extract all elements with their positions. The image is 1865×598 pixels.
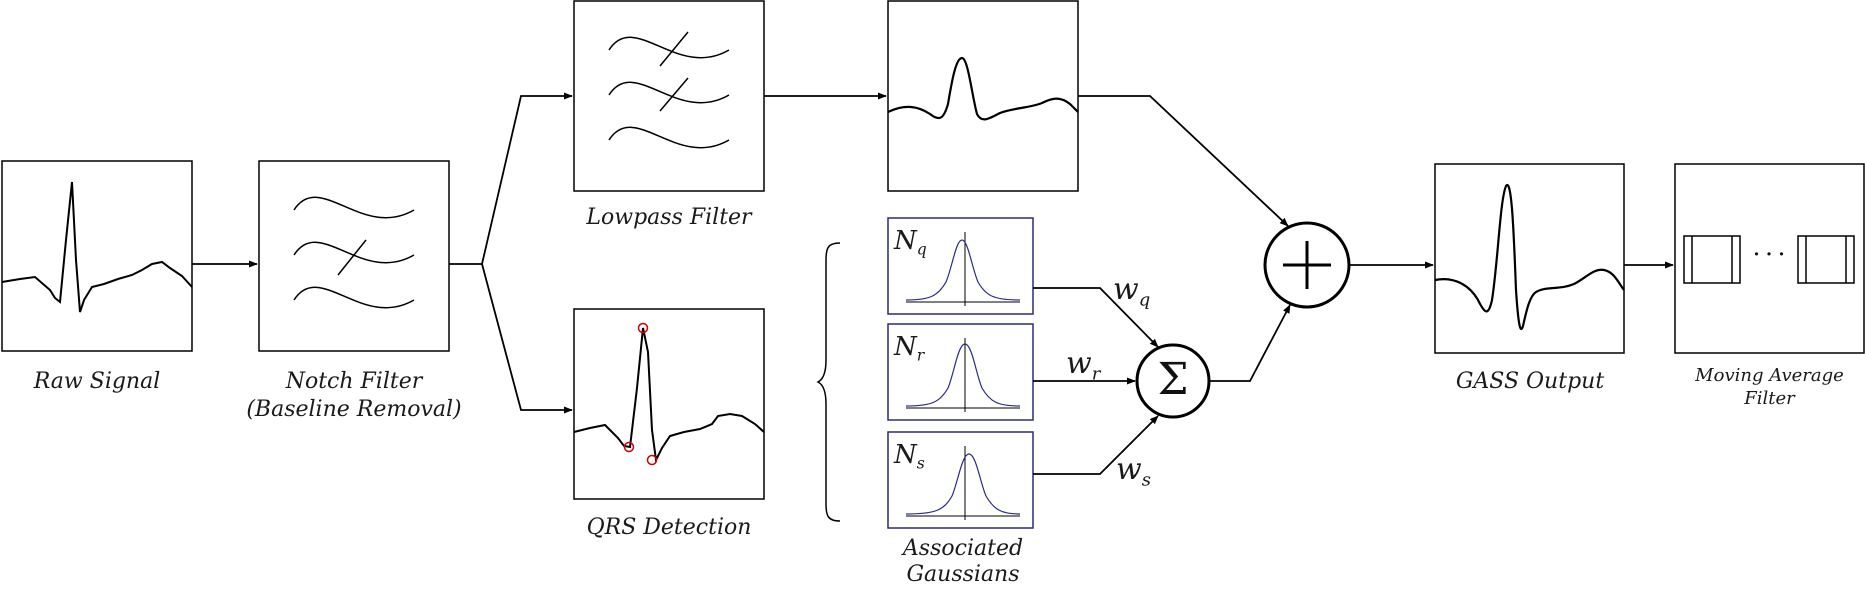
raw-signal-caption: Raw Signal bbox=[33, 369, 161, 394]
lowpass-filter-box bbox=[573, 0, 765, 192]
gaussian-s-box bbox=[887, 431, 1034, 529]
arrow-notch-to-lowpass bbox=[449, 92, 573, 265]
weight-s-symbol: w bbox=[1116, 452, 1142, 487]
gass-output-caption: GASS Output bbox=[1455, 369, 1605, 394]
moving-average-caption-line2: Filter bbox=[1744, 388, 1795, 410]
weight-q-symbol: w bbox=[1113, 272, 1139, 307]
qrs-detection-caption: QRS Detection bbox=[586, 515, 752, 540]
notch-filter-caption: Notch Filter (Baseline Removal) bbox=[234, 368, 474, 423]
notch-filter-box bbox=[258, 160, 450, 352]
gaussians-brace bbox=[816, 242, 841, 522]
weight-r-subscript: r bbox=[1091, 363, 1101, 385]
gaussian-s-subscript: s bbox=[916, 454, 925, 473]
associated-gaussians-caption: Associated Gaussians bbox=[868, 536, 1058, 589]
weight-r-symbol: w bbox=[1066, 346, 1092, 381]
s-point-marker bbox=[646, 454, 658, 466]
notch-filter-caption-line2: (Baseline Removal) bbox=[246, 396, 462, 422]
weight-r-label: wr bbox=[1066, 346, 1100, 384]
sum-symbol: Σ bbox=[1157, 354, 1189, 405]
gaussian-q-symbol: N bbox=[894, 226, 917, 256]
arrow-gq-to-sum bbox=[1033, 287, 1159, 348]
gass-waveform bbox=[1434, 183, 1625, 330]
lowpass-filter-caption: Lowpass Filter bbox=[586, 205, 752, 230]
weight-q-label: wq bbox=[1113, 272, 1150, 310]
raw-signal-box bbox=[1, 160, 193, 352]
arrow-notch-to-qrs bbox=[481, 263, 573, 414]
filtered-ecg-waveform bbox=[887, 56, 1079, 121]
weight-s-subscript: s bbox=[1141, 469, 1151, 491]
gass-output-box bbox=[1434, 163, 1625, 354]
gaussian-q-box bbox=[887, 217, 1034, 315]
moving-average-box bbox=[1674, 163, 1865, 354]
qrs-detection-box bbox=[573, 308, 765, 500]
raw-ecg-waveform bbox=[1, 181, 193, 313]
weight-s-label: ws bbox=[1116, 452, 1151, 490]
moving-average-ellipsis: · · · bbox=[1753, 244, 1785, 265]
gaussian-r-symbol: N bbox=[894, 332, 917, 362]
arrow-filtered-to-plus bbox=[1078, 95, 1289, 227]
gaussian-s-symbol: N bbox=[894, 440, 917, 470]
filtered-signal-box bbox=[887, 0, 1079, 192]
gaussian-q-subscript: q bbox=[916, 240, 927, 259]
associated-gaussians-caption-line2: Gaussians bbox=[906, 562, 1020, 588]
r-peak-marker bbox=[637, 322, 649, 334]
gaussian-s-label: Ns bbox=[894, 440, 925, 472]
moving-average-caption-line1: Moving Average bbox=[1695, 365, 1844, 386]
plus-node bbox=[1263, 221, 1351, 309]
gaussian-r-label: Nr bbox=[894, 332, 924, 364]
weight-q-subscript: q bbox=[1138, 289, 1151, 311]
moving-average-caption: Moving Average Filter bbox=[1675, 364, 1864, 411]
q-point-marker bbox=[623, 441, 635, 453]
arrow-gs-to-sum bbox=[1033, 415, 1159, 475]
connections bbox=[192, 92, 1674, 475]
gaussian-q-label: Nq bbox=[894, 226, 927, 258]
gaussian-r-box bbox=[887, 323, 1034, 421]
associated-gaussians-caption-line1: Associated bbox=[902, 536, 1024, 561]
gaussian-r-subscript: r bbox=[916, 346, 925, 365]
arrow-sum-to-plus bbox=[1209, 304, 1291, 382]
notch-filter-caption-line1: Notch Filter bbox=[285, 369, 423, 394]
